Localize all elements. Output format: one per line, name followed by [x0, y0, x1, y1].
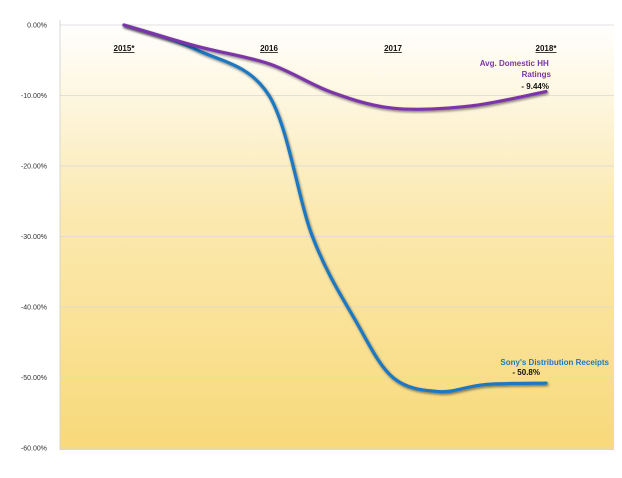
y-tick-label: -40.00% [21, 305, 47, 312]
sony-annotation-value: - 50.8% [512, 368, 540, 377]
y-tick-label: -10.00% [21, 93, 47, 100]
ratings-annotation-line-1: Avg. Domestic HH [480, 59, 549, 68]
y-tick-label: -50.00% [21, 375, 47, 382]
series-line-hh-ratings [122, 23, 548, 111]
y-tick-label: -60.00% [21, 446, 47, 453]
series-line-sony-receipts [122, 23, 548, 394]
category-labels: 2015* 2016 2017 2018* [114, 44, 558, 53]
ratings-annotation-value: - 9.44% [521, 82, 549, 91]
sony-annotation-title: Sony's Distribution Receipts [500, 358, 609, 367]
plot-area-background [60, 20, 614, 450]
ratings-annotation: Avg. Domestic HH Ratings - 9.44% [480, 59, 552, 91]
category-label: 2018* [536, 44, 558, 53]
y-tick-label: -30.00% [21, 234, 47, 241]
y-tick-label: 0.00% [27, 23, 47, 30]
category-label: 2017 [384, 44, 402, 53]
y-tick-label: -20.00% [21, 164, 47, 171]
sony-annotation: Sony's Distribution Receipts - 50.8% [500, 358, 609, 377]
category-label: 2016 [260, 44, 278, 53]
y-axis-ticks: 0.00% -10.00% -20.00% -30.00% -40.00% -50.00%… [21, 23, 47, 453]
category-label: 2015* [114, 44, 136, 53]
ratings-annotation-line-2: Ratings [522, 70, 552, 79]
ratings-annotation-title: Avg. Domestic HH Ratings [480, 59, 552, 79]
series-lines [122, 23, 548, 394]
